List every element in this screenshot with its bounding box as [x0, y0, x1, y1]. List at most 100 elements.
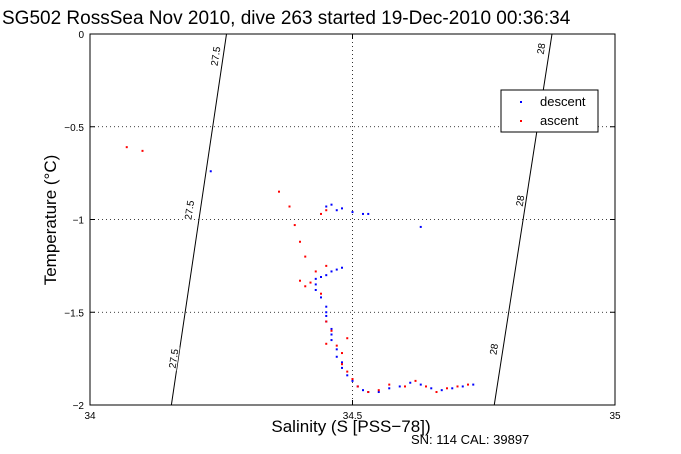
descent-point — [330, 333, 333, 336]
descent-point — [388, 387, 391, 390]
ascent-point — [325, 342, 328, 345]
ascent-point — [325, 320, 328, 323]
descent-point — [314, 277, 317, 280]
y-tick-label: −1 — [73, 216, 85, 227]
descent-point — [325, 274, 328, 277]
contour-label-bg — [488, 336, 501, 362]
descent-point — [314, 283, 317, 286]
y-tick-label: 0 — [78, 30, 84, 41]
ascent-point — [330, 329, 333, 332]
ascent-point — [314, 270, 317, 273]
descent-legend-marker — [520, 101, 522, 103]
descent-point — [335, 268, 338, 271]
descent-point — [335, 209, 338, 212]
ascent-point — [325, 209, 328, 212]
descent-point — [367, 212, 370, 215]
ascent-point — [304, 285, 307, 288]
contour-label-bg — [535, 36, 548, 62]
descent-point — [472, 383, 475, 386]
descent-point — [325, 205, 328, 208]
contour-label: 27.5 — [183, 199, 197, 220]
descent-point — [330, 339, 333, 342]
ascent-point — [346, 337, 349, 340]
legend: descent ascent — [500, 89, 599, 133]
serial-calibration-text: SN: 114 CAL: 39897 — [411, 432, 529, 447]
contour-label: 27.5 — [210, 45, 224, 66]
descent-point — [335, 348, 338, 351]
descent-point — [341, 266, 343, 269]
descent-point — [430, 387, 433, 390]
ascent-point — [425, 385, 427, 388]
y-tick-label: −1.5 — [64, 308, 84, 319]
x-tick-label: 34 — [84, 411, 96, 422]
descent-point — [341, 361, 343, 364]
contour-label: 27.5 — [168, 348, 182, 369]
ascent-point — [299, 240, 301, 243]
contour-label-bg — [514, 188, 527, 214]
ascent-point — [367, 391, 370, 394]
y-tick-label: −2 — [73, 401, 85, 412]
ascent-point — [356, 385, 359, 388]
descent-point — [320, 276, 322, 279]
ascent-point — [320, 212, 322, 215]
descent-point — [335, 355, 338, 358]
descent-point — [341, 366, 343, 369]
descent-point — [419, 383, 422, 386]
y-axis-ticks: 0 −0.5 −1 −1.5 −2 — [64, 30, 615, 412]
ascent-point — [456, 385, 459, 388]
ascent-point — [341, 363, 343, 366]
ascent-point — [320, 292, 322, 295]
ascent-point — [341, 352, 343, 355]
legend-box — [500, 89, 599, 133]
descent-point — [398, 385, 401, 388]
density-contours: 27.5 27.5 27.5 28 28 28 — [168, 33, 553, 406]
x-axis-ticks: 34 34.5 35 — [84, 34, 621, 422]
x-tick-label: 34.5 — [343, 411, 363, 422]
descent-point — [209, 170, 212, 173]
descent-point — [362, 212, 364, 215]
ascent-point — [299, 279, 301, 282]
ascent-point — [446, 387, 448, 390]
ascent-point — [309, 281, 312, 284]
descent-point — [351, 211, 354, 214]
descent-point — [330, 327, 333, 330]
ascent-point — [325, 264, 328, 267]
x-tick-label: 35 — [609, 411, 621, 422]
ascent-point — [467, 383, 469, 386]
descent-point — [409, 381, 412, 384]
descent-point — [325, 314, 328, 317]
ascent-point — [435, 391, 438, 394]
x-axis-label: Salinity (S [PSS−78]) — [271, 417, 430, 436]
data-points — [125, 146, 475, 394]
contour-label: 28 — [488, 343, 501, 356]
y-tick-label: −0.5 — [64, 123, 84, 134]
descent-point — [451, 387, 454, 390]
y-axis-label: Temperature (°C) — [41, 155, 60, 286]
descent-point — [325, 311, 328, 314]
contour-label: 28 — [536, 42, 549, 55]
contour-label: 28 — [515, 194, 528, 207]
ascent-point — [141, 149, 144, 152]
chart-title: SG502 RossSea Nov 2010, dive 263 started… — [2, 8, 571, 29]
descent-point — [377, 391, 380, 394]
descent-point — [325, 305, 328, 308]
ascent-point — [388, 383, 391, 386]
descent-point — [362, 389, 364, 392]
ascent-point — [414, 379, 417, 382]
descent-point — [419, 225, 422, 228]
ascent-point — [288, 205, 291, 208]
ascent-point — [293, 224, 296, 227]
ascent-legend-label: ascent — [540, 113, 579, 128]
ascent-point — [304, 255, 307, 258]
descent-point — [351, 379, 354, 382]
contour-label-bg — [184, 197, 196, 223]
contour-label-bg — [210, 43, 222, 69]
ascent-point — [278, 190, 280, 193]
ascent-point — [404, 385, 406, 388]
descent-point — [440, 389, 443, 392]
descent-point — [330, 270, 333, 273]
ascent-point — [125, 146, 128, 149]
ascent-point — [377, 389, 380, 392]
descent-point — [341, 207, 343, 210]
